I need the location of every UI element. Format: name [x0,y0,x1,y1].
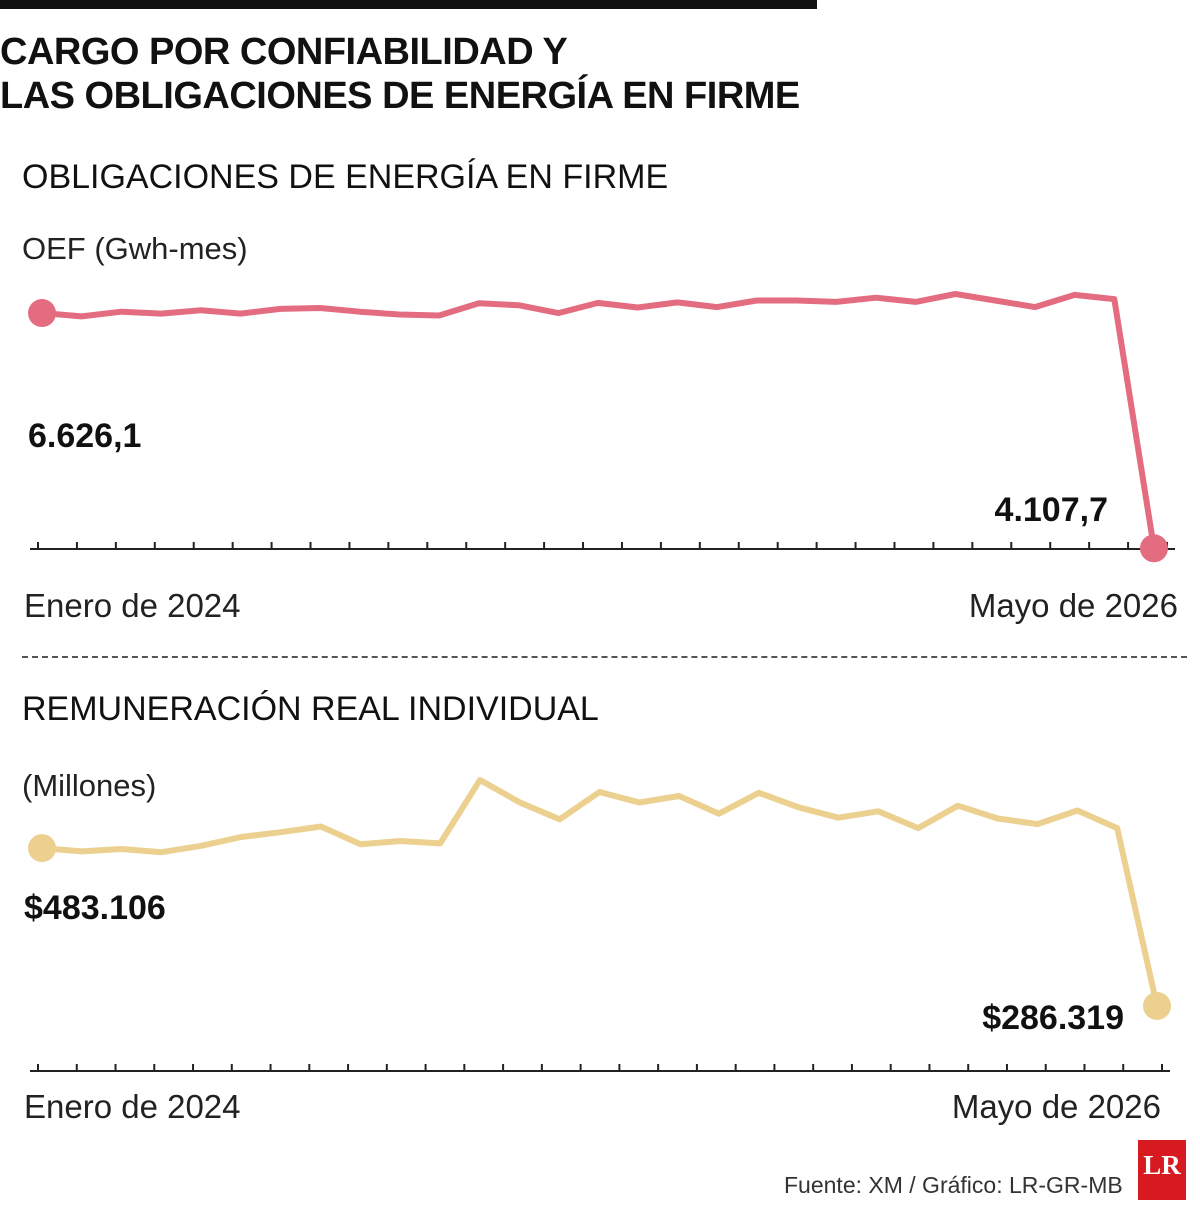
data-point [952,291,958,297]
data-point [676,793,682,799]
end-marker [1143,992,1171,1020]
chart2-ylabel: (Millones) [22,768,157,803]
data-point [437,840,443,846]
end-marker [1140,534,1168,563]
data-point [674,299,680,305]
data-point [635,305,641,311]
start-value-label: $483.106 [24,889,166,927]
top-rule [0,0,817,9]
data-point [397,838,403,844]
series-line [39,777,1160,1009]
data-point [714,304,720,310]
end-value-label: $286.319 [982,999,1124,1037]
data-point [317,305,323,311]
data-point [833,299,839,305]
data-point [1035,821,1041,827]
data-point [794,298,800,304]
data-point [873,295,879,301]
oef-line-chart: 6.626,1 4.107,7 Enero de 2024 Mayo de 2026 [0,270,1200,650]
data-point [516,302,522,308]
title-line-1: CARGO POR CONFIABILIDAD Y [0,31,568,73]
data-point [756,790,762,796]
chart-svg: $483.106 $286.319 Enero de 2024 Mayo de 202… [24,777,1171,1125]
data-point [992,298,998,304]
data-point [995,816,1001,822]
data-point [1114,825,1120,831]
end-value-label: 4.107,7 [995,491,1108,529]
data-point [79,848,85,854]
data-point [835,815,841,821]
data-point [796,804,802,810]
x-start-label: Enero de 2024 [24,1088,241,1125]
data-point [1074,807,1080,813]
data-point [1032,304,1038,310]
start-marker [28,299,56,328]
data-point [754,298,760,304]
chart1-ylabel: OEF (Gwh-mes) [22,231,248,266]
data-point [198,307,204,313]
data-point [358,841,364,847]
chart2-title: REMUNERACIÓN REAL INDIVIDUAL [22,690,599,728]
start-value-label: 6.626,1 [28,417,141,455]
start-marker [28,834,56,863]
data-point [477,777,483,783]
data-point [79,313,85,319]
data-point [318,824,324,830]
data-point [238,311,244,317]
data-point [158,311,164,317]
data-point [476,300,482,306]
data-point [875,808,881,814]
data-point [913,299,919,305]
data-point [636,799,642,805]
data-point [557,816,563,822]
data-point [555,310,561,316]
data-point [238,834,244,840]
source-note: Fuente: XM / Gráfico: LR-GR-MB [784,1172,1123,1198]
data-point [595,300,601,306]
data-point [158,849,164,855]
lr-logo-text: LR [1143,1150,1181,1180]
section-divider [22,656,1187,658]
data-point [118,309,124,315]
data-point [436,312,442,318]
x-end-label: Mayo de 2026 [952,1088,1161,1125]
data-point [1111,296,1117,302]
x-start-label: Enero de 2024 [24,587,241,624]
data-point [1072,292,1078,298]
series-line [39,291,1157,552]
data-point [716,811,722,817]
remuneration-line-chart: $483.106 $286.319 Enero de 2024 Mayo de 202… [0,760,1200,1150]
data-point [119,846,125,852]
chart-svg: 6.626,1 4.107,7 Enero de 2024 Mayo de 2026 [24,291,1178,624]
data-point [517,799,523,805]
data-point [278,829,284,835]
data-point [277,306,283,312]
chart1-title: OBLIGACIONES DE ENERGÍA EN FIRME [22,158,669,196]
data-point [357,309,363,315]
data-point [955,803,961,809]
title-line-2: LAS OBLIGACIONES DE ENERGÍA EN FIRME [0,75,800,117]
lr-logo: LR [1138,1140,1186,1200]
data-point [396,312,402,318]
data-point [597,789,602,795]
page-title: CARGO POR CONFIABILIDAD Y LAS OBLIGACION… [0,30,800,118]
data-point [198,843,204,849]
data-point [915,825,921,831]
x-end-label: Mayo de 2026 [969,587,1178,624]
